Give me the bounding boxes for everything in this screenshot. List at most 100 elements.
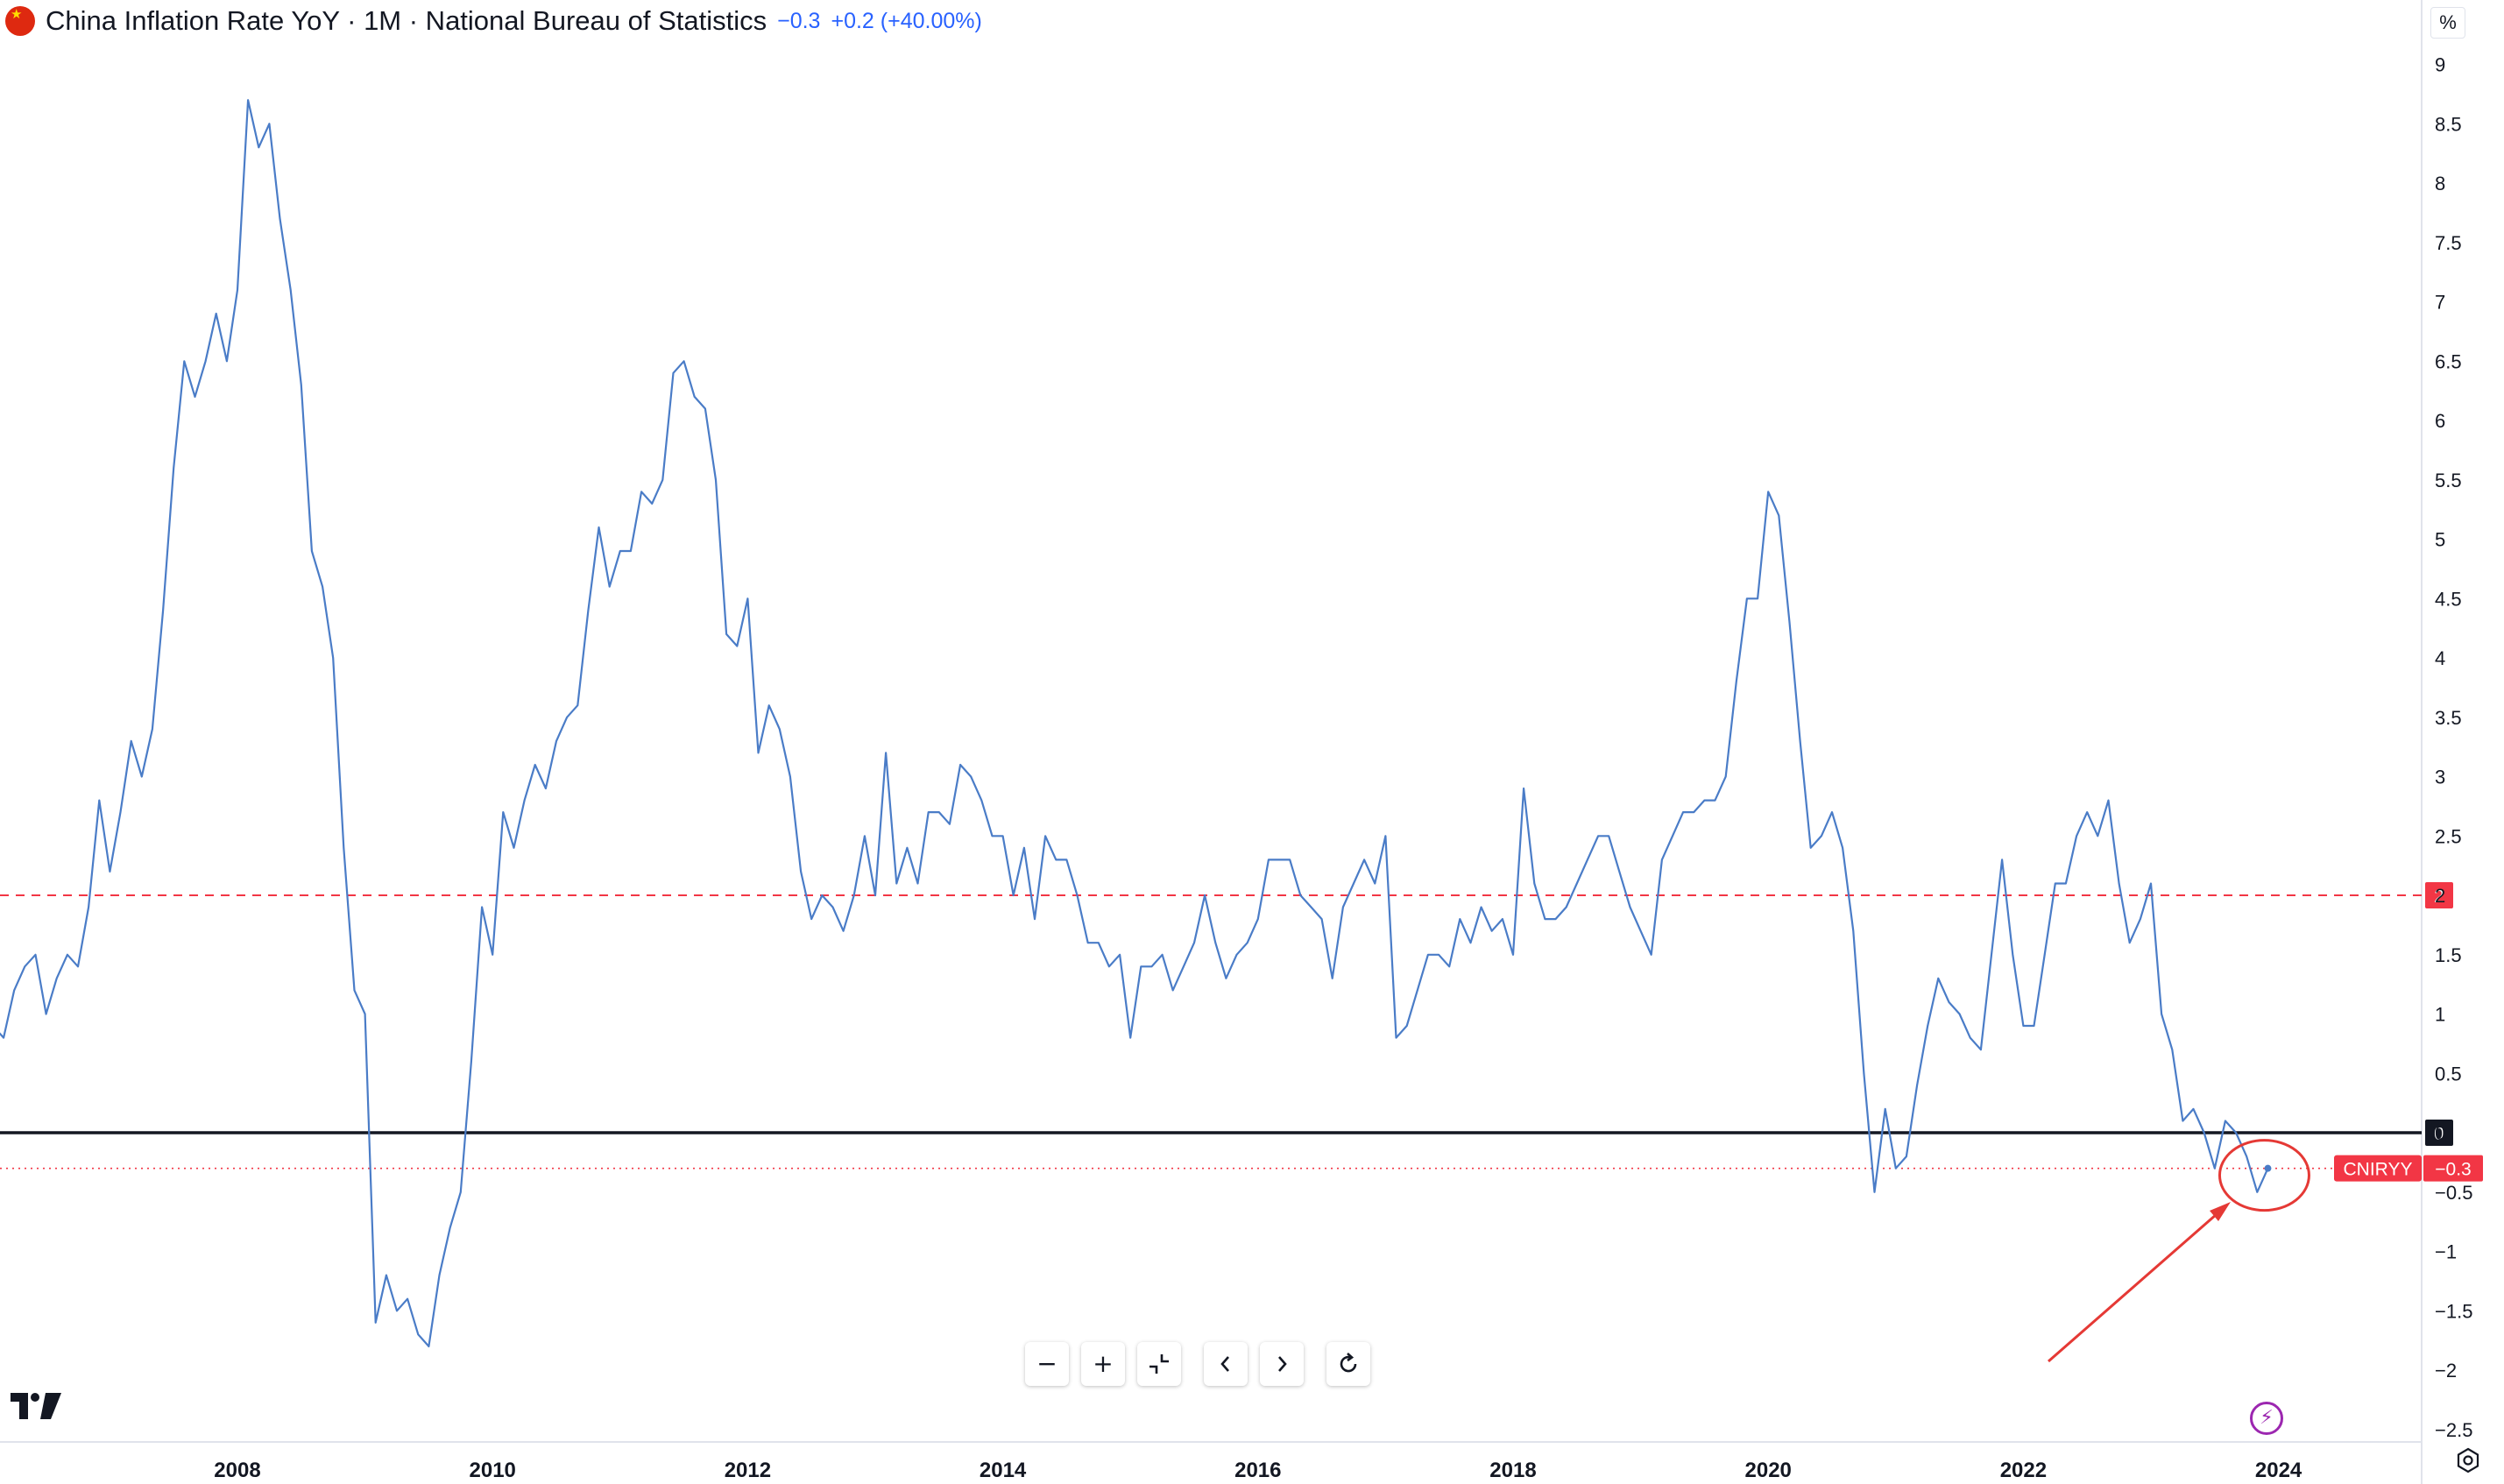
- data-point: [470, 1061, 472, 1063]
- reset-zoom-button[interactable]: [1137, 1342, 1181, 1386]
- chevron-left-icon: [1220, 1356, 1229, 1372]
- data-point: [332, 657, 334, 659]
- data-point: [1746, 597, 1748, 599]
- data-point: [970, 775, 972, 778]
- reset-chart-button[interactable]: [1326, 1342, 1370, 1386]
- data-point: [1597, 835, 1599, 837]
- data-point: [1831, 811, 1833, 813]
- reference-lines: 2 0 CNIRYY −0.3: [0, 882, 2483, 1182]
- data-point: [864, 835, 866, 837]
- data-point: [928, 811, 930, 813]
- zero-line-label-bg: [2425, 1120, 2453, 1146]
- data-point: [630, 550, 632, 552]
- zoom-in-button[interactable]: +: [1081, 1342, 1125, 1386]
- data-point: [492, 954, 493, 956]
- data-point: [2192, 1108, 2195, 1110]
- y-tick-label: −1.5: [2435, 1300, 2472, 1322]
- data-point: [1873, 1191, 1876, 1193]
- data-point: [1129, 1037, 1131, 1039]
- data-point: [672, 372, 675, 374]
- data-point: [258, 146, 259, 148]
- x-tick-label: 2012: [725, 1459, 771, 1482]
- data-point: [2171, 1049, 2173, 1050]
- y-tick-label: 2.5: [2435, 825, 2462, 847]
- data-point: [1395, 1037, 1397, 1039]
- data-point: [1076, 894, 1079, 896]
- y-tick-label: 2: [2435, 885, 2445, 907]
- data-point: [1108, 965, 1110, 967]
- data-point: [13, 989, 15, 991]
- data-point: [598, 526, 600, 528]
- data-point: [651, 503, 653, 505]
- gear-icon[interactable]: [2453, 1445, 2483, 1475]
- data-point: [1703, 800, 1705, 802]
- data-point: [1023, 847, 1025, 849]
- data-point: [1034, 918, 1036, 920]
- scroll-right-button[interactable]: [1260, 1342, 1304, 1386]
- time-axis[interactable]: 2008 2010 2012 2014 2016 2018 2020 2022 2024: [214, 1459, 2302, 1482]
- percent-scale-button[interactable]: %: [2430, 7, 2465, 39]
- data-point: [1980, 1049, 1982, 1050]
- data-point: [1289, 859, 1291, 861]
- data-point: [417, 1333, 419, 1335]
- data-point: [173, 467, 174, 469]
- data-point: [725, 633, 727, 635]
- data-point: [1013, 894, 1015, 896]
- data-point: [746, 597, 749, 599]
- y-tick-label: 3: [2435, 767, 2445, 788]
- y-tick-label: 5.5: [2435, 470, 2462, 491]
- data-point: [1576, 882, 1578, 885]
- data-point: [1162, 954, 1164, 956]
- data-point: [279, 218, 281, 220]
- data-point: [407, 1298, 408, 1300]
- data-point: [1406, 1025, 1408, 1027]
- data-point: [77, 965, 79, 967]
- y-tick-label: 8.5: [2435, 113, 2462, 135]
- data-point: [1321, 918, 1323, 920]
- data-point: [2022, 1025, 2024, 1027]
- data-point: [2044, 954, 2046, 956]
- target-line-label: 2: [2434, 887, 2444, 907]
- data-point: [1140, 965, 1142, 967]
- data-point: [2097, 835, 2098, 837]
- plot-area[interactable]: [0, 0, 2423, 1484]
- data-point: [290, 289, 292, 291]
- data-point: [88, 906, 89, 908]
- zoom-out-button[interactable]: −: [1025, 1342, 1069, 1386]
- y-tick-label: 6.5: [2435, 350, 2462, 372]
- series-name-tag-bg: [2334, 1155, 2422, 1182]
- data-point: [1268, 859, 1270, 861]
- data-point: [2203, 1132, 2205, 1134]
- lightning-icon[interactable]: ⚡: [2250, 1402, 2283, 1435]
- data-point: [1459, 918, 1461, 920]
- tradingview-logo-icon[interactable]: [9, 1391, 65, 1421]
- scroll-left-button[interactable]: [1204, 1342, 1248, 1386]
- data-point: [1363, 859, 1365, 861]
- data-point: [694, 396, 696, 398]
- data-point: [959, 764, 961, 766]
- last-value-tag: −0.3: [2435, 1160, 2471, 1180]
- y-tick-label: 6: [2435, 410, 2445, 432]
- y-tick-label: −1: [2435, 1241, 2457, 1263]
- data-point: [2150, 882, 2152, 885]
- data-point: [1225, 978, 1227, 979]
- data-point: [2065, 882, 2067, 885]
- data-point: [2256, 1191, 2258, 1193]
- data-point: [789, 775, 791, 778]
- highlight-circle: [2218, 1139, 2310, 1212]
- x-tick-label: 2020: [1745, 1459, 1792, 1482]
- data-point: [1183, 965, 1185, 967]
- y-tick-label: 5: [2435, 529, 2445, 551]
- price-axis[interactable]: 9 8.5 8 7.5 7 6.5 6 5.5 5 4.5 4 3.5 3 2.5 2 1.5 1 0.5 0 −0.…: [2435, 54, 2472, 1441]
- data-point: [555, 740, 557, 742]
- data-point: [683, 360, 685, 362]
- data-point: [991, 835, 994, 837]
- data-point: [1150, 965, 1153, 967]
- data-point: [98, 800, 100, 802]
- data-point: [141, 775, 143, 778]
- x-tick-label: 2008: [214, 1459, 260, 1482]
- settings-gear-glyph: [2457, 1447, 2479, 1473]
- data-point: [2107, 800, 2110, 802]
- data-point: [1640, 930, 1642, 932]
